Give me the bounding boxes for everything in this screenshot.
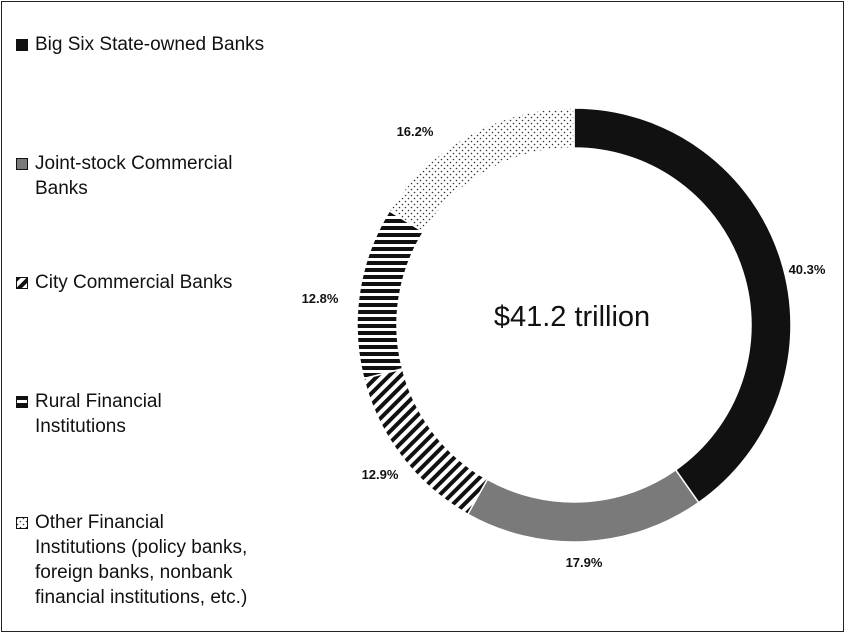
slice-value-label-big-six: 40.3% — [789, 262, 826, 277]
donut-slice-rural-financial — [356, 209, 425, 380]
legend-label-big-six: Big Six State-owned Banks — [35, 34, 265, 55]
legend-item-big-six: Big Six State-owned Banks — [16, 32, 264, 57]
legend-swatch-big-six — [16, 38, 28, 51]
legend-swatch-other-financial — [16, 516, 28, 529]
center-total-label: $41.2 trillion — [494, 301, 650, 333]
legend-swatch-rural-financial — [16, 395, 28, 408]
slice-value-label-rural-financial: 12.8% — [302, 291, 339, 306]
legend-item-joint-stock: Joint-stock Commercial Banks — [16, 151, 232, 201]
legend-item-city-commercial: City Commercial Banks — [16, 270, 232, 295]
legend-item-rural-financial: Rural Financial Institutions — [16, 389, 162, 439]
legend-swatch-joint-stock — [16, 157, 28, 170]
legend-item-other-financial: Other Financial Institutions (policy ban… — [16, 510, 247, 610]
slice-labels: 40.3% 17.9% 12.9% 12.8% 16.2% — [302, 124, 826, 570]
legend-label-rural-financial: Rural Financial Institutions — [35, 391, 162, 437]
slice-value-label-joint-stock: 17.9% — [566, 555, 603, 570]
donut-slice-joint-stock — [466, 468, 700, 543]
legend-swatch-city-commercial — [16, 276, 28, 289]
slice-value-label-other-financial: 16.2% — [397, 124, 434, 139]
donut-slice-city-commercial — [362, 367, 489, 516]
legend-label-joint-stock: Joint-stock Commercial Banks — [35, 153, 233, 199]
legend-label-city-commercial: City Commercial Banks — [35, 272, 233, 293]
legend-label-other-financial: Other Financial Institutions (policy ban… — [35, 512, 248, 608]
donut-slice-other-financial — [388, 107, 575, 233]
donut-slices — [356, 107, 792, 543]
slice-value-label-city-commercial: 12.9% — [362, 467, 399, 482]
